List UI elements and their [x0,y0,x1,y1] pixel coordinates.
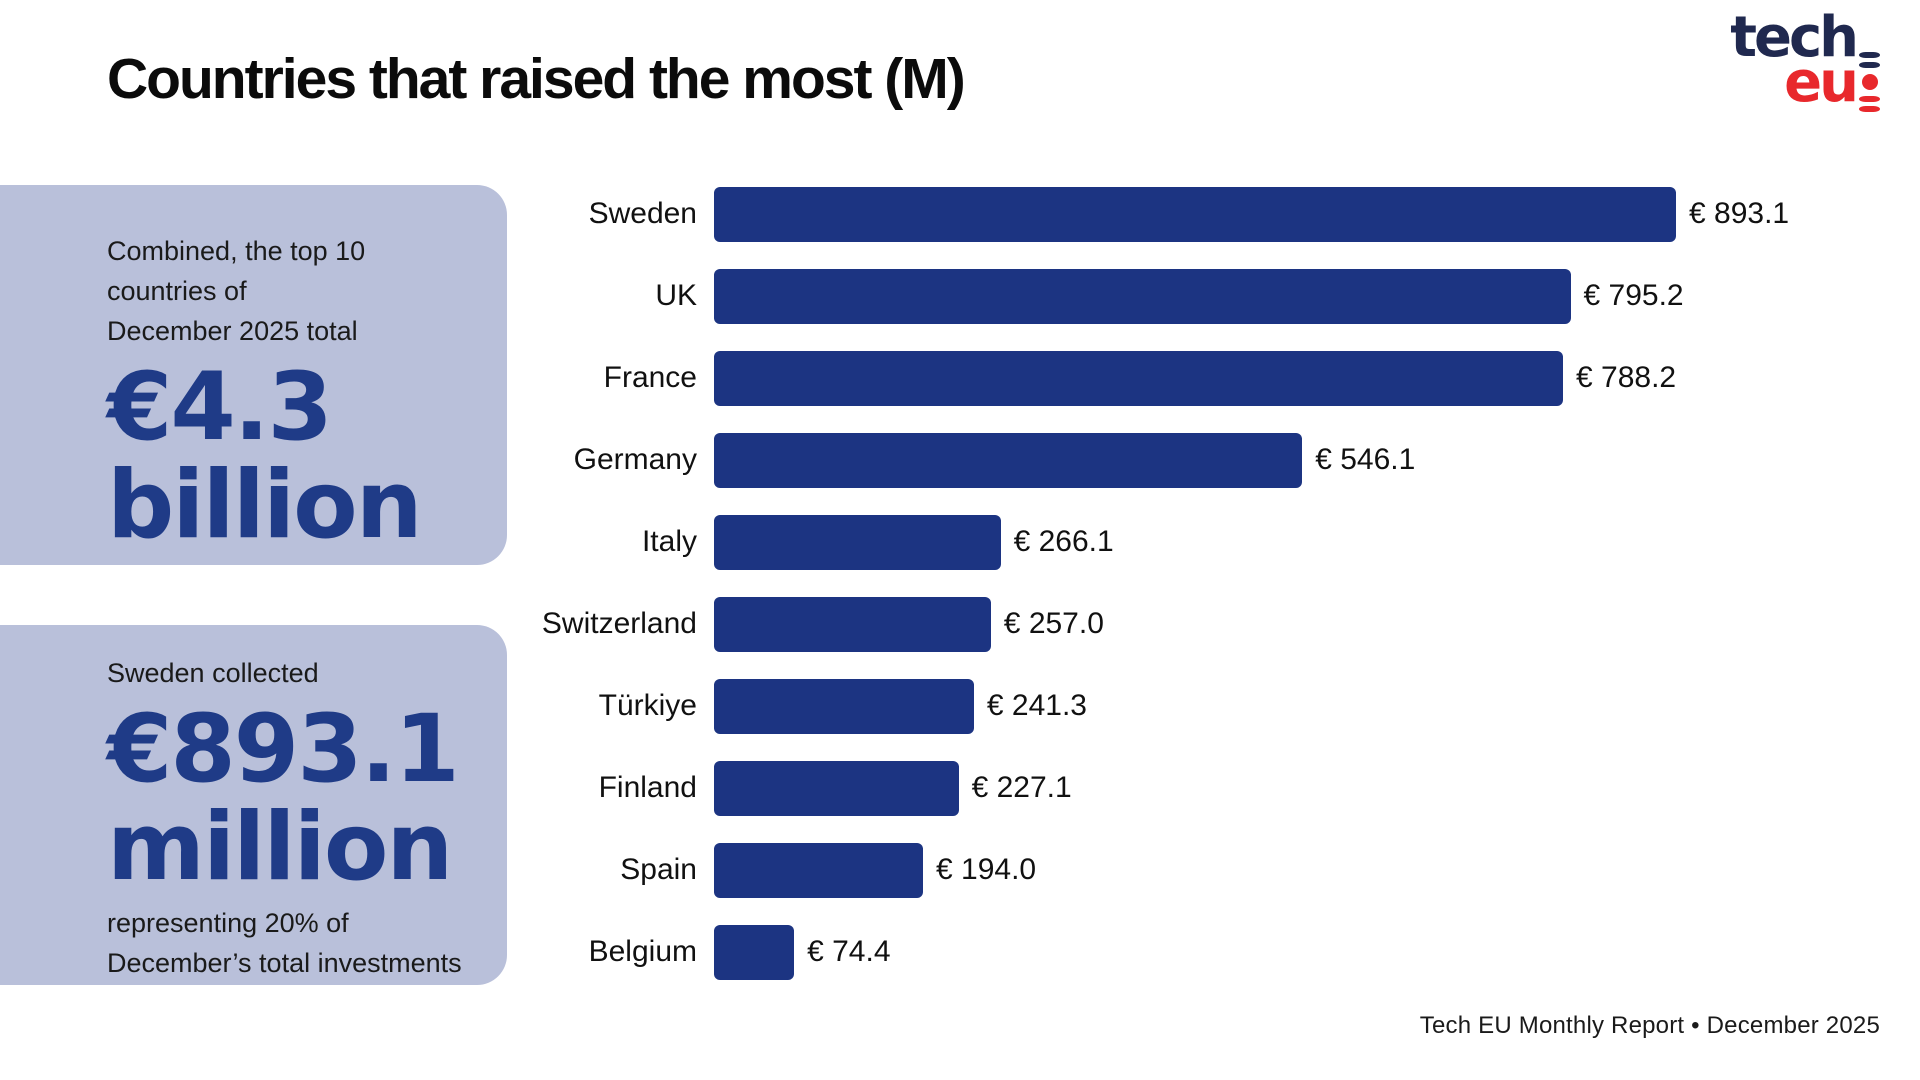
country-label: Belgium [588,935,697,968]
chart-row: Italy € 266.1 [500,501,1900,583]
signal-dot-icon [1859,52,1880,112]
chart-row: Spain € 194.0 [500,829,1900,911]
value-label: € 74.4 [807,935,891,968]
bar-area: € 795.2 [714,255,1900,337]
chart-row: Germany € 546.1 [500,419,1900,501]
country-label: Germany [573,443,697,476]
chart-row: Türkiye € 241.3 [500,665,1900,747]
bar-area: € 194.0 [714,829,1900,911]
country-label: Sweden [588,197,697,230]
chart-row: France € 788.2 [500,337,1900,419]
value-label: € 241.3 [986,689,1087,722]
chart-row: Sweden € 893.1 [500,173,1900,255]
country-label: Finland [598,771,697,804]
value-bar [714,350,1563,406]
logo-tech-text: tech [1730,5,1859,70]
country-label: Italy [641,525,697,558]
chart-row: UK € 795.2 [500,255,1900,337]
callout-total-raised: Combined, the top 10 countries of Decemb… [0,185,507,565]
value-bar [714,432,1303,488]
callout-total-intro: Combined, the top 10 countries of Decemb… [107,236,366,346]
country-label: Türkiye [598,689,697,722]
value-label: € 788.2 [1576,361,1677,394]
callout-sweden-amount: €893.1 million [107,695,460,902]
bar-area: € 266.1 [714,501,1900,583]
chart-row: Belgium € 74.4 [500,911,1900,993]
value-bar [714,678,974,734]
logo-eu-text: eu [1784,49,1859,115]
bar-area: € 257.0 [714,583,1900,665]
bar-area: € 893.1 [714,173,1900,255]
callout-total-amount: €4.3 billion [107,353,423,560]
value-label: € 795.2 [1583,279,1684,312]
bar-area: € 241.3 [714,665,1900,747]
value-bar [714,842,923,898]
country-label: Switzerland [541,607,697,640]
country-label: Spain [620,853,697,886]
value-label: € 266.1 [1013,525,1114,558]
tech-eu-logo: tech eu [1730,5,1880,115]
callout-sweden: Sweden collected €893.1 million represen… [0,625,507,985]
value-label: € 257.0 [1003,607,1104,640]
value-bar [714,186,1676,242]
bar-area: € 788.2 [714,337,1900,419]
chart-row: Finland € 227.1 [500,747,1900,829]
callout-sweden-intro: Sweden collected [107,658,319,688]
value-label: € 546.1 [1315,443,1416,476]
country-label: UK [655,279,697,312]
value-label: € 227.1 [971,771,1072,804]
page-title: Countries that raised the most (M) [107,47,966,111]
value-label: € 194.0 [936,853,1037,886]
bar-area: € 74.4 [714,911,1900,993]
value-label: € 893.1 [1689,197,1790,230]
value-bar [714,514,1001,570]
value-bar [714,760,959,816]
bar-area: € 227.1 [714,747,1900,829]
report-footer: Tech EU Monthly Report • December 2025 [1419,1012,1880,1039]
value-bar [714,268,1571,324]
value-bar [714,596,991,652]
callout-sweden-outro: representing 20% of December’s total inv… [107,907,462,978]
countries-bar-chart: Sweden € 893.1 UK € 795.2 France € 788.2 Germa… [500,173,1900,993]
country-label: France [603,361,697,394]
logo-wordmark: tech eu [1730,5,1859,115]
value-bar [714,924,795,980]
bar-area: € 546.1 [714,419,1900,501]
chart-row: Switzerland € 257.0 [500,583,1900,665]
